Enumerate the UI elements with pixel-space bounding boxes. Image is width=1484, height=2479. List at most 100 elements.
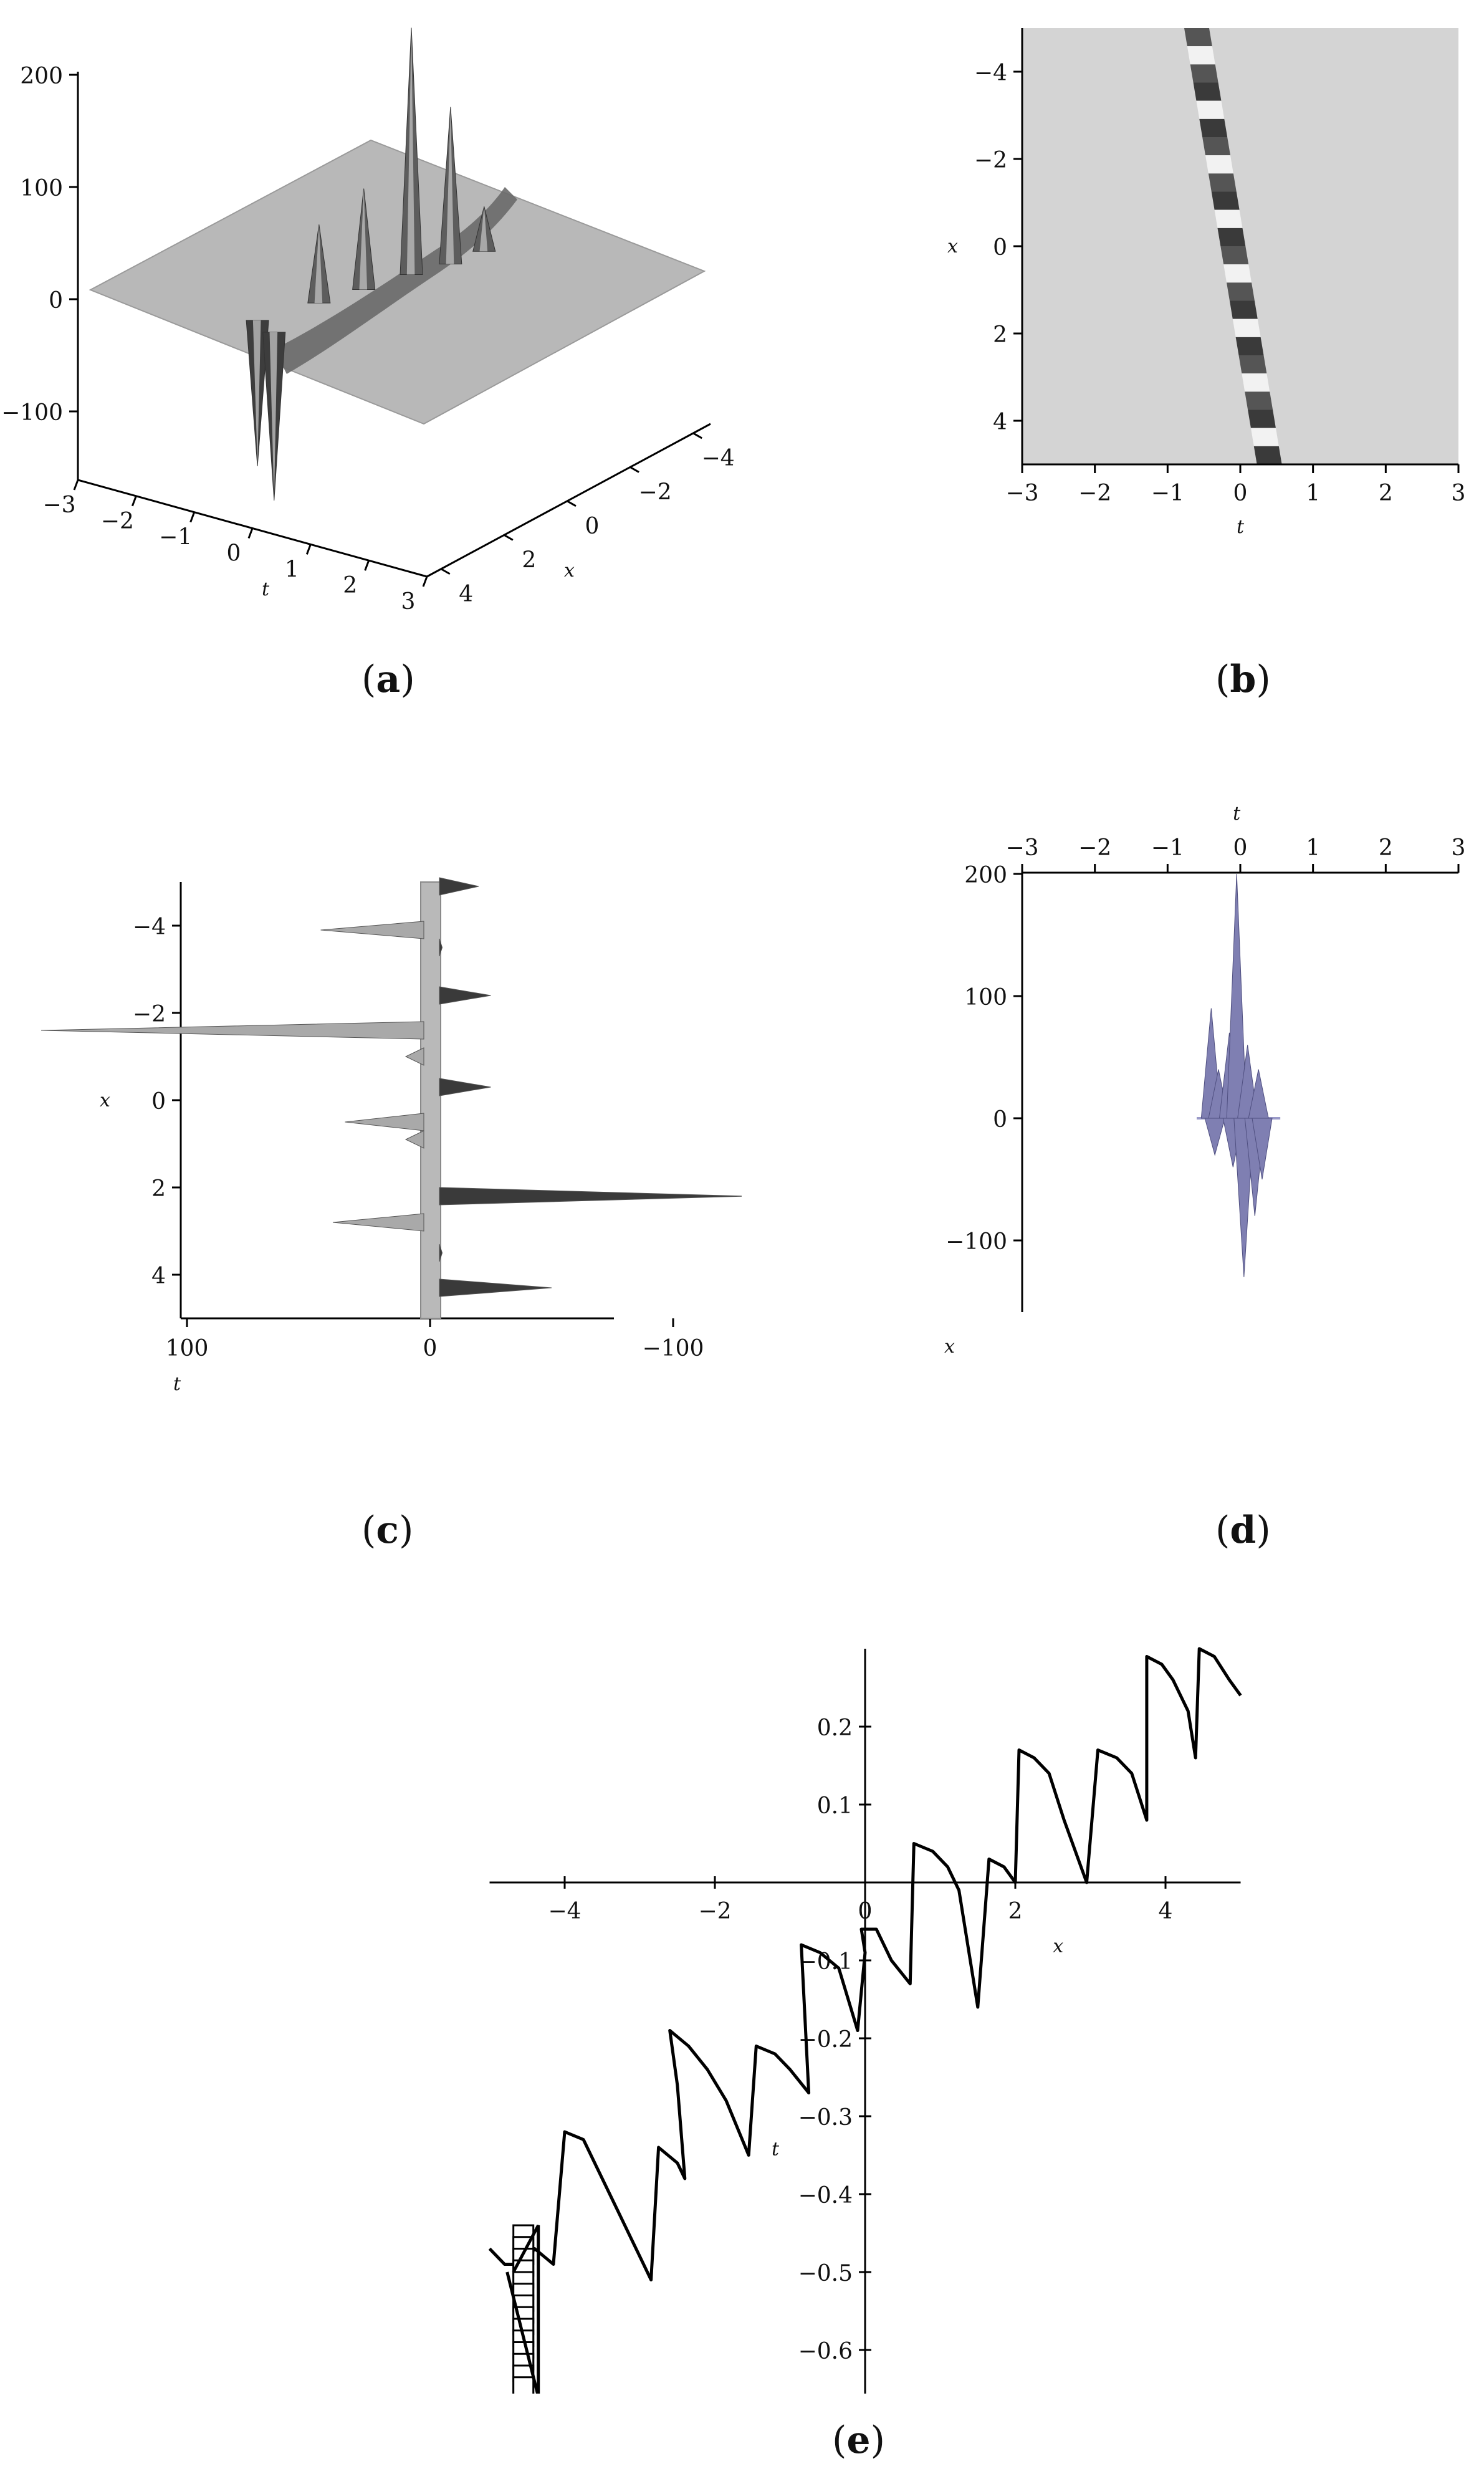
c-h-tick-label: −100 xyxy=(643,1336,704,1361)
c-x-tick-label: 2 xyxy=(151,1176,166,1202)
a-x-label: x xyxy=(564,560,575,582)
b-soliton-segment xyxy=(1193,82,1222,101)
a-peak-highlight xyxy=(446,107,454,264)
b-t-tick-label: 1 xyxy=(1306,481,1320,506)
b-soliton-segment xyxy=(1248,410,1276,428)
e-x-tick-label: 0 xyxy=(858,1899,873,1924)
c-spike xyxy=(320,921,424,939)
d-t-tick-label: 0 xyxy=(1233,835,1248,861)
c-spike xyxy=(405,1047,424,1066)
c-h-tick-label: 0 xyxy=(423,1336,438,1361)
e-series-line xyxy=(488,1647,1242,2281)
e-y-label: t xyxy=(772,2139,780,2160)
c-x-tick-label: −4 xyxy=(133,914,166,940)
a-t-tick xyxy=(189,512,196,523)
b-t-tick-label: −3 xyxy=(1005,481,1038,506)
e-x-tick-label: 4 xyxy=(1159,1899,1173,1924)
c-h-tick-label: 100 xyxy=(166,1336,209,1361)
a-x-tick-label: −4 xyxy=(702,446,735,471)
a-x-tick xyxy=(504,534,514,541)
e-y-tick-label: −0.3 xyxy=(798,2105,853,2131)
b-x-tick-label: 2 xyxy=(993,322,1007,348)
caption-c: (c) xyxy=(361,1508,414,1552)
c-central-column xyxy=(420,881,441,1319)
a-t-tick-label: −1 xyxy=(159,525,192,550)
b-soliton-segment xyxy=(1220,246,1249,265)
b-t-tick-label: 2 xyxy=(1379,481,1393,506)
c-spike xyxy=(439,877,479,896)
b-t-label: t xyxy=(1237,516,1245,538)
a-peak-highlight xyxy=(269,332,278,501)
d-spike xyxy=(1252,1118,1273,1180)
c-x-tick-label: −2 xyxy=(133,1002,166,1027)
e-x-tick-label: −2 xyxy=(698,1899,731,1924)
d-t-tick-label: −3 xyxy=(1005,835,1038,861)
a-x-tick xyxy=(441,568,451,575)
a-t-tick-label: 2 xyxy=(343,573,357,598)
a-t-tick xyxy=(422,576,428,587)
b-t-tick-label: −1 xyxy=(1151,481,1184,506)
b-soliton-segment xyxy=(1232,319,1261,337)
a-z-tick-label: 200 xyxy=(20,64,63,89)
b-soliton-segment xyxy=(1229,300,1258,319)
chart-e-line: −4 −2 0 2 400.20.1−0.1−0.2−0.3−0.4−0.5−0.6xt xyxy=(488,1647,1242,2412)
b-soliton-segment xyxy=(1187,46,1215,65)
d-t-tick-label: 2 xyxy=(1379,835,1393,861)
a-x-tick-label: −2 xyxy=(639,479,672,505)
c-spike xyxy=(439,1278,552,1297)
a-t-tick xyxy=(305,544,312,555)
caption-b: (b) xyxy=(1215,658,1271,701)
a-peak-highlight xyxy=(252,320,261,466)
d-spike xyxy=(1204,1118,1225,1156)
caption-a: (a) xyxy=(361,658,415,701)
c-spike xyxy=(345,1113,424,1131)
panel-d: −3 −2 −1 0 1 2 3 t 200 100 0 −100 x xyxy=(742,779,1484,1527)
e-y-tick-label: −0.4 xyxy=(798,2183,853,2208)
d-t-label: t xyxy=(1233,803,1241,825)
e-y-tick-label: 0.1 xyxy=(817,1793,853,1819)
b-soliton-segment xyxy=(1223,264,1252,283)
b-soliton-segment xyxy=(1238,355,1267,374)
a-x-tick-label: 2 xyxy=(522,547,536,573)
chart-d-projection: −3 −2 −1 0 1 2 3 t 200 100 0 −100 x xyxy=(944,803,1466,1358)
a-peak-highlight xyxy=(359,188,368,290)
d-z-tick-label: 100 xyxy=(964,985,1007,1010)
b-x-tick-label: 0 xyxy=(993,235,1007,261)
b-soliton-segment xyxy=(1196,100,1225,119)
a-t-tick xyxy=(73,479,79,491)
d-z-tick-label: 0 xyxy=(993,1107,1007,1133)
b-x-tick-label: −2 xyxy=(974,148,1007,173)
e-y-tick-label: −0.5 xyxy=(798,2261,853,2286)
a-peak-highlight xyxy=(406,27,415,275)
b-x-tick-label: 4 xyxy=(993,410,1007,435)
chart-a-surface: 200 100 0 −100 −3 −2 −1 0 1 2 3 t 4 2 0 −2 −4 x xyxy=(1,27,735,615)
b-soliton-segment xyxy=(1253,446,1282,464)
b-soliton-segment xyxy=(1217,228,1246,246)
b-soliton-segment xyxy=(1250,428,1279,446)
c-spike xyxy=(439,1244,443,1262)
b-soliton-segment xyxy=(1184,28,1212,47)
b-soliton-segment xyxy=(1205,155,1233,174)
a-t-tick xyxy=(247,527,254,539)
e-origin-label: 0 xyxy=(858,1899,873,1924)
b-soliton-segment xyxy=(1245,391,1273,410)
b-t-tick-label: 3 xyxy=(1452,481,1466,506)
a-t-tick xyxy=(364,560,370,571)
d-z-tick-label: 200 xyxy=(964,863,1007,888)
a-t-tick-label: −3 xyxy=(42,492,75,518)
b-t-tick-label: 0 xyxy=(1233,481,1248,506)
c-spike xyxy=(439,986,491,1005)
a-z-tick-label: −100 xyxy=(1,400,63,426)
d-t-tick-label: 1 xyxy=(1306,835,1320,861)
d-t-tick-label: −2 xyxy=(1078,835,1111,861)
a-peak-highlight xyxy=(479,206,488,252)
b-x-label: x xyxy=(947,236,958,257)
d-t-tick-label: 3 xyxy=(1452,835,1466,861)
b-t-tick-label: −2 xyxy=(1078,481,1111,506)
c-x-tick-label: 4 xyxy=(151,1263,166,1289)
b-soliton-segment xyxy=(1235,337,1264,355)
e-y-tick-label: 0.2 xyxy=(817,1715,853,1741)
e-y-tick-label: −0.6 xyxy=(798,2339,853,2364)
